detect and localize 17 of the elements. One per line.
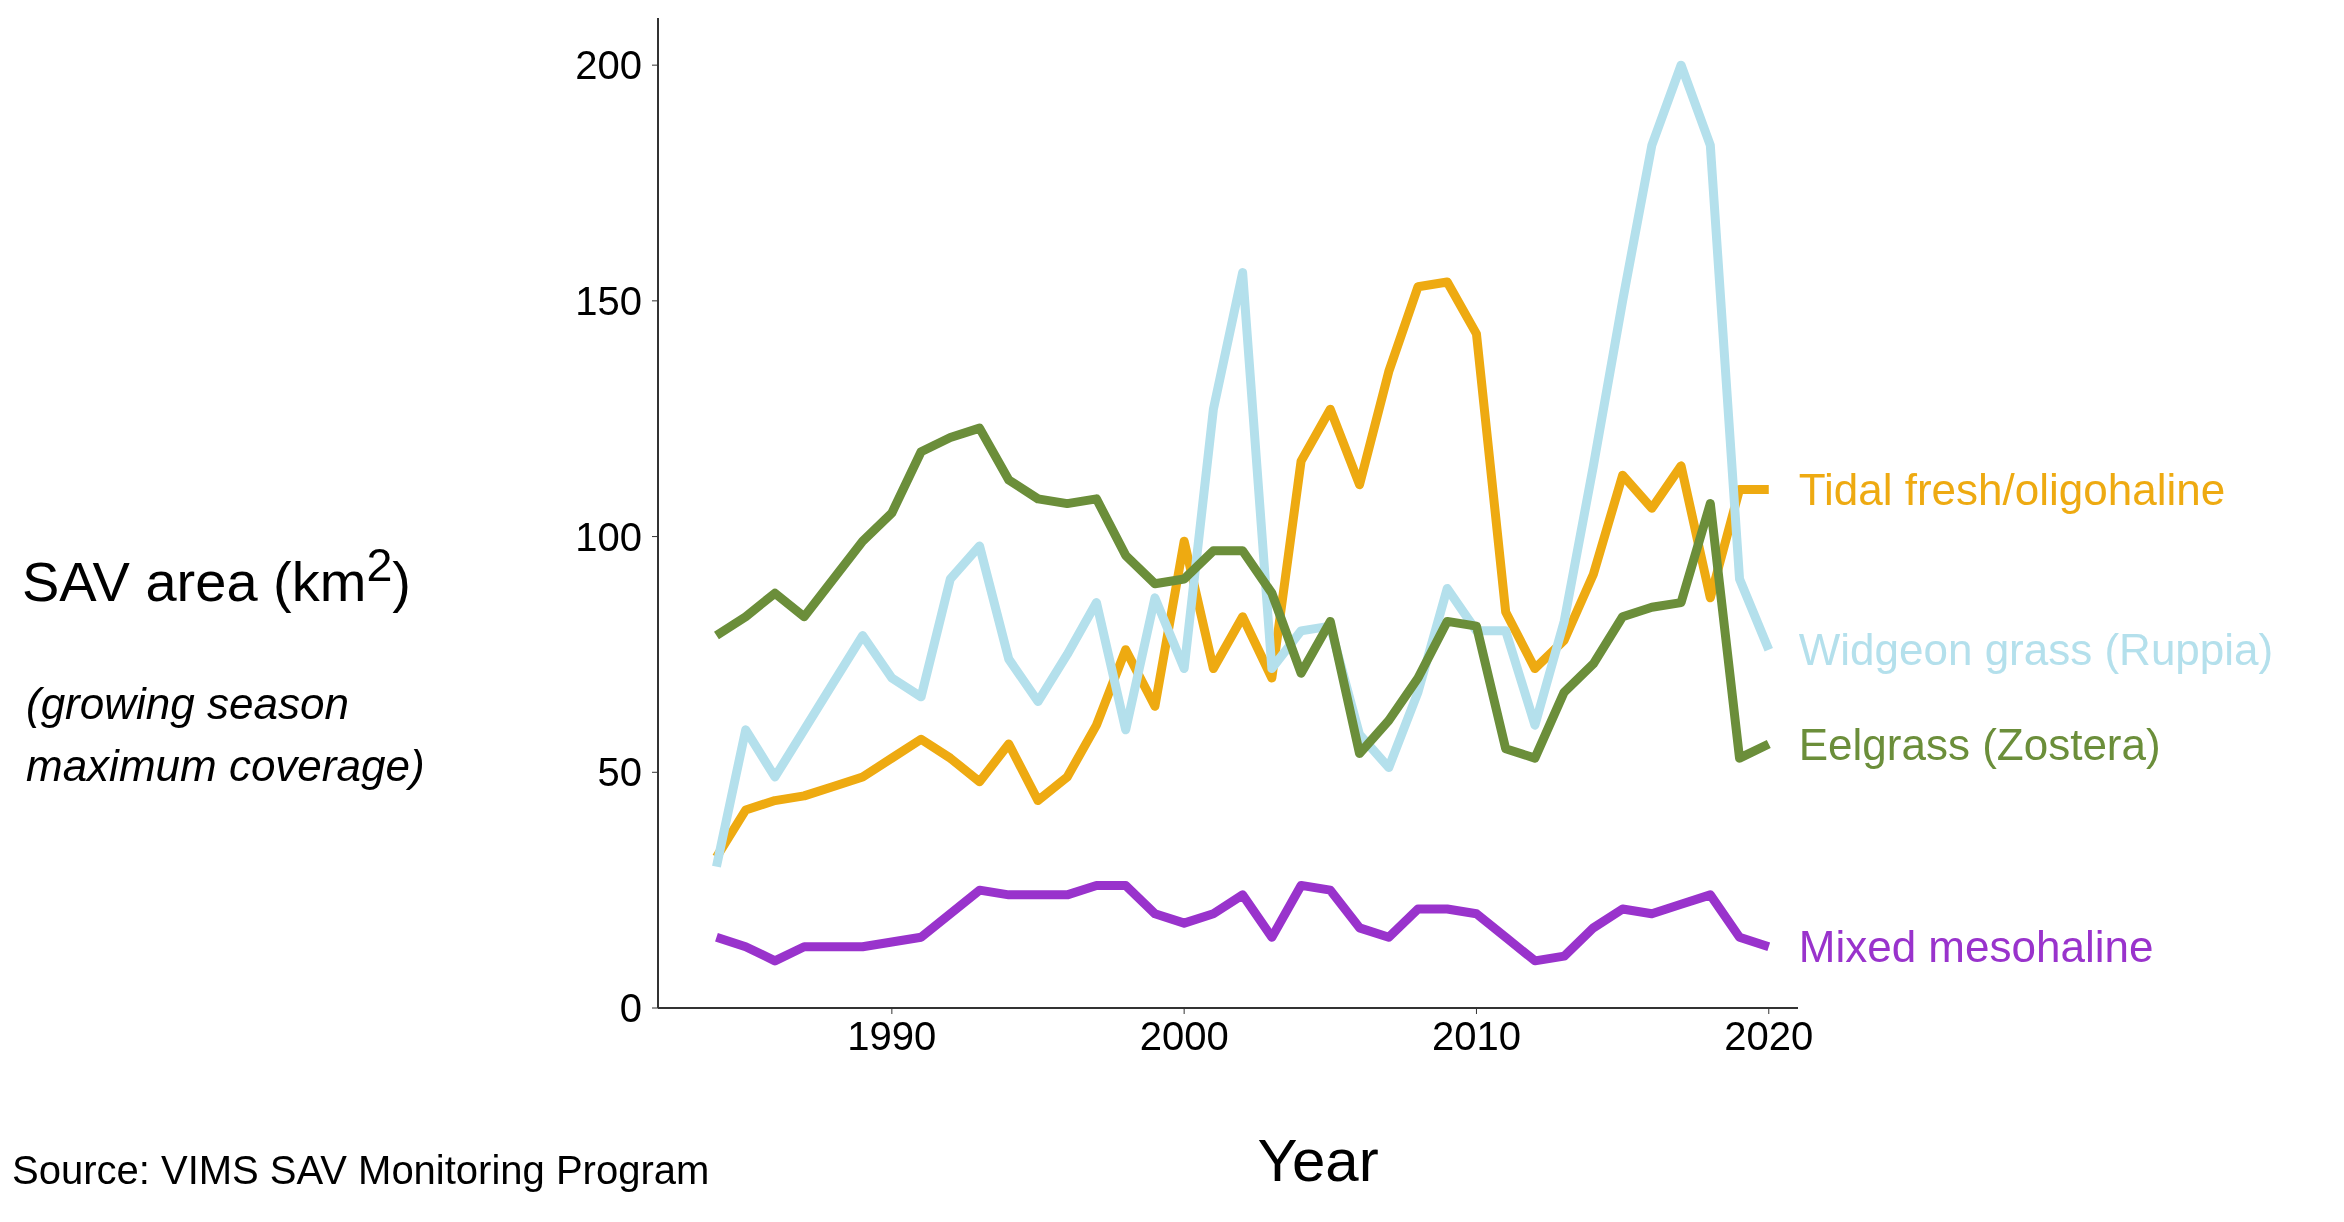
y-axis-title: SAV area (km$^{2}$) <box>22 538 412 614</box>
y-tick-label: 150 <box>575 279 642 324</box>
series-label: Widgeon grass (Ruppia) <box>1798 625 2274 675</box>
source-note: Source: VIMS SAV Monitoring Program <box>12 1148 710 1193</box>
series-label: Tidal fresh/oligohaline <box>1798 464 2226 514</box>
x-tick-label: 1990 <box>847 1014 937 1059</box>
y-tick-label: 200 <box>575 43 642 88</box>
x-tick-label: 2000 <box>1139 1014 1229 1059</box>
y-tick-label: 50 <box>597 750 642 795</box>
y-tick-label: 0 <box>619 986 642 1031</box>
x-tick-label: 2010 <box>1431 1014 1521 1059</box>
x-axis-title: Year <box>1256 1126 1380 1195</box>
series-label: Eelgrass (Zostera) <box>1798 719 2161 769</box>
text: (growing season maximum coverage) <box>26 678 426 792</box>
x-tick-label: 2020 <box>1724 1014 1814 1059</box>
series-label: Mixed mesohaline <box>1798 922 2154 972</box>
y-tick-label: 100 <box>575 514 642 559</box>
